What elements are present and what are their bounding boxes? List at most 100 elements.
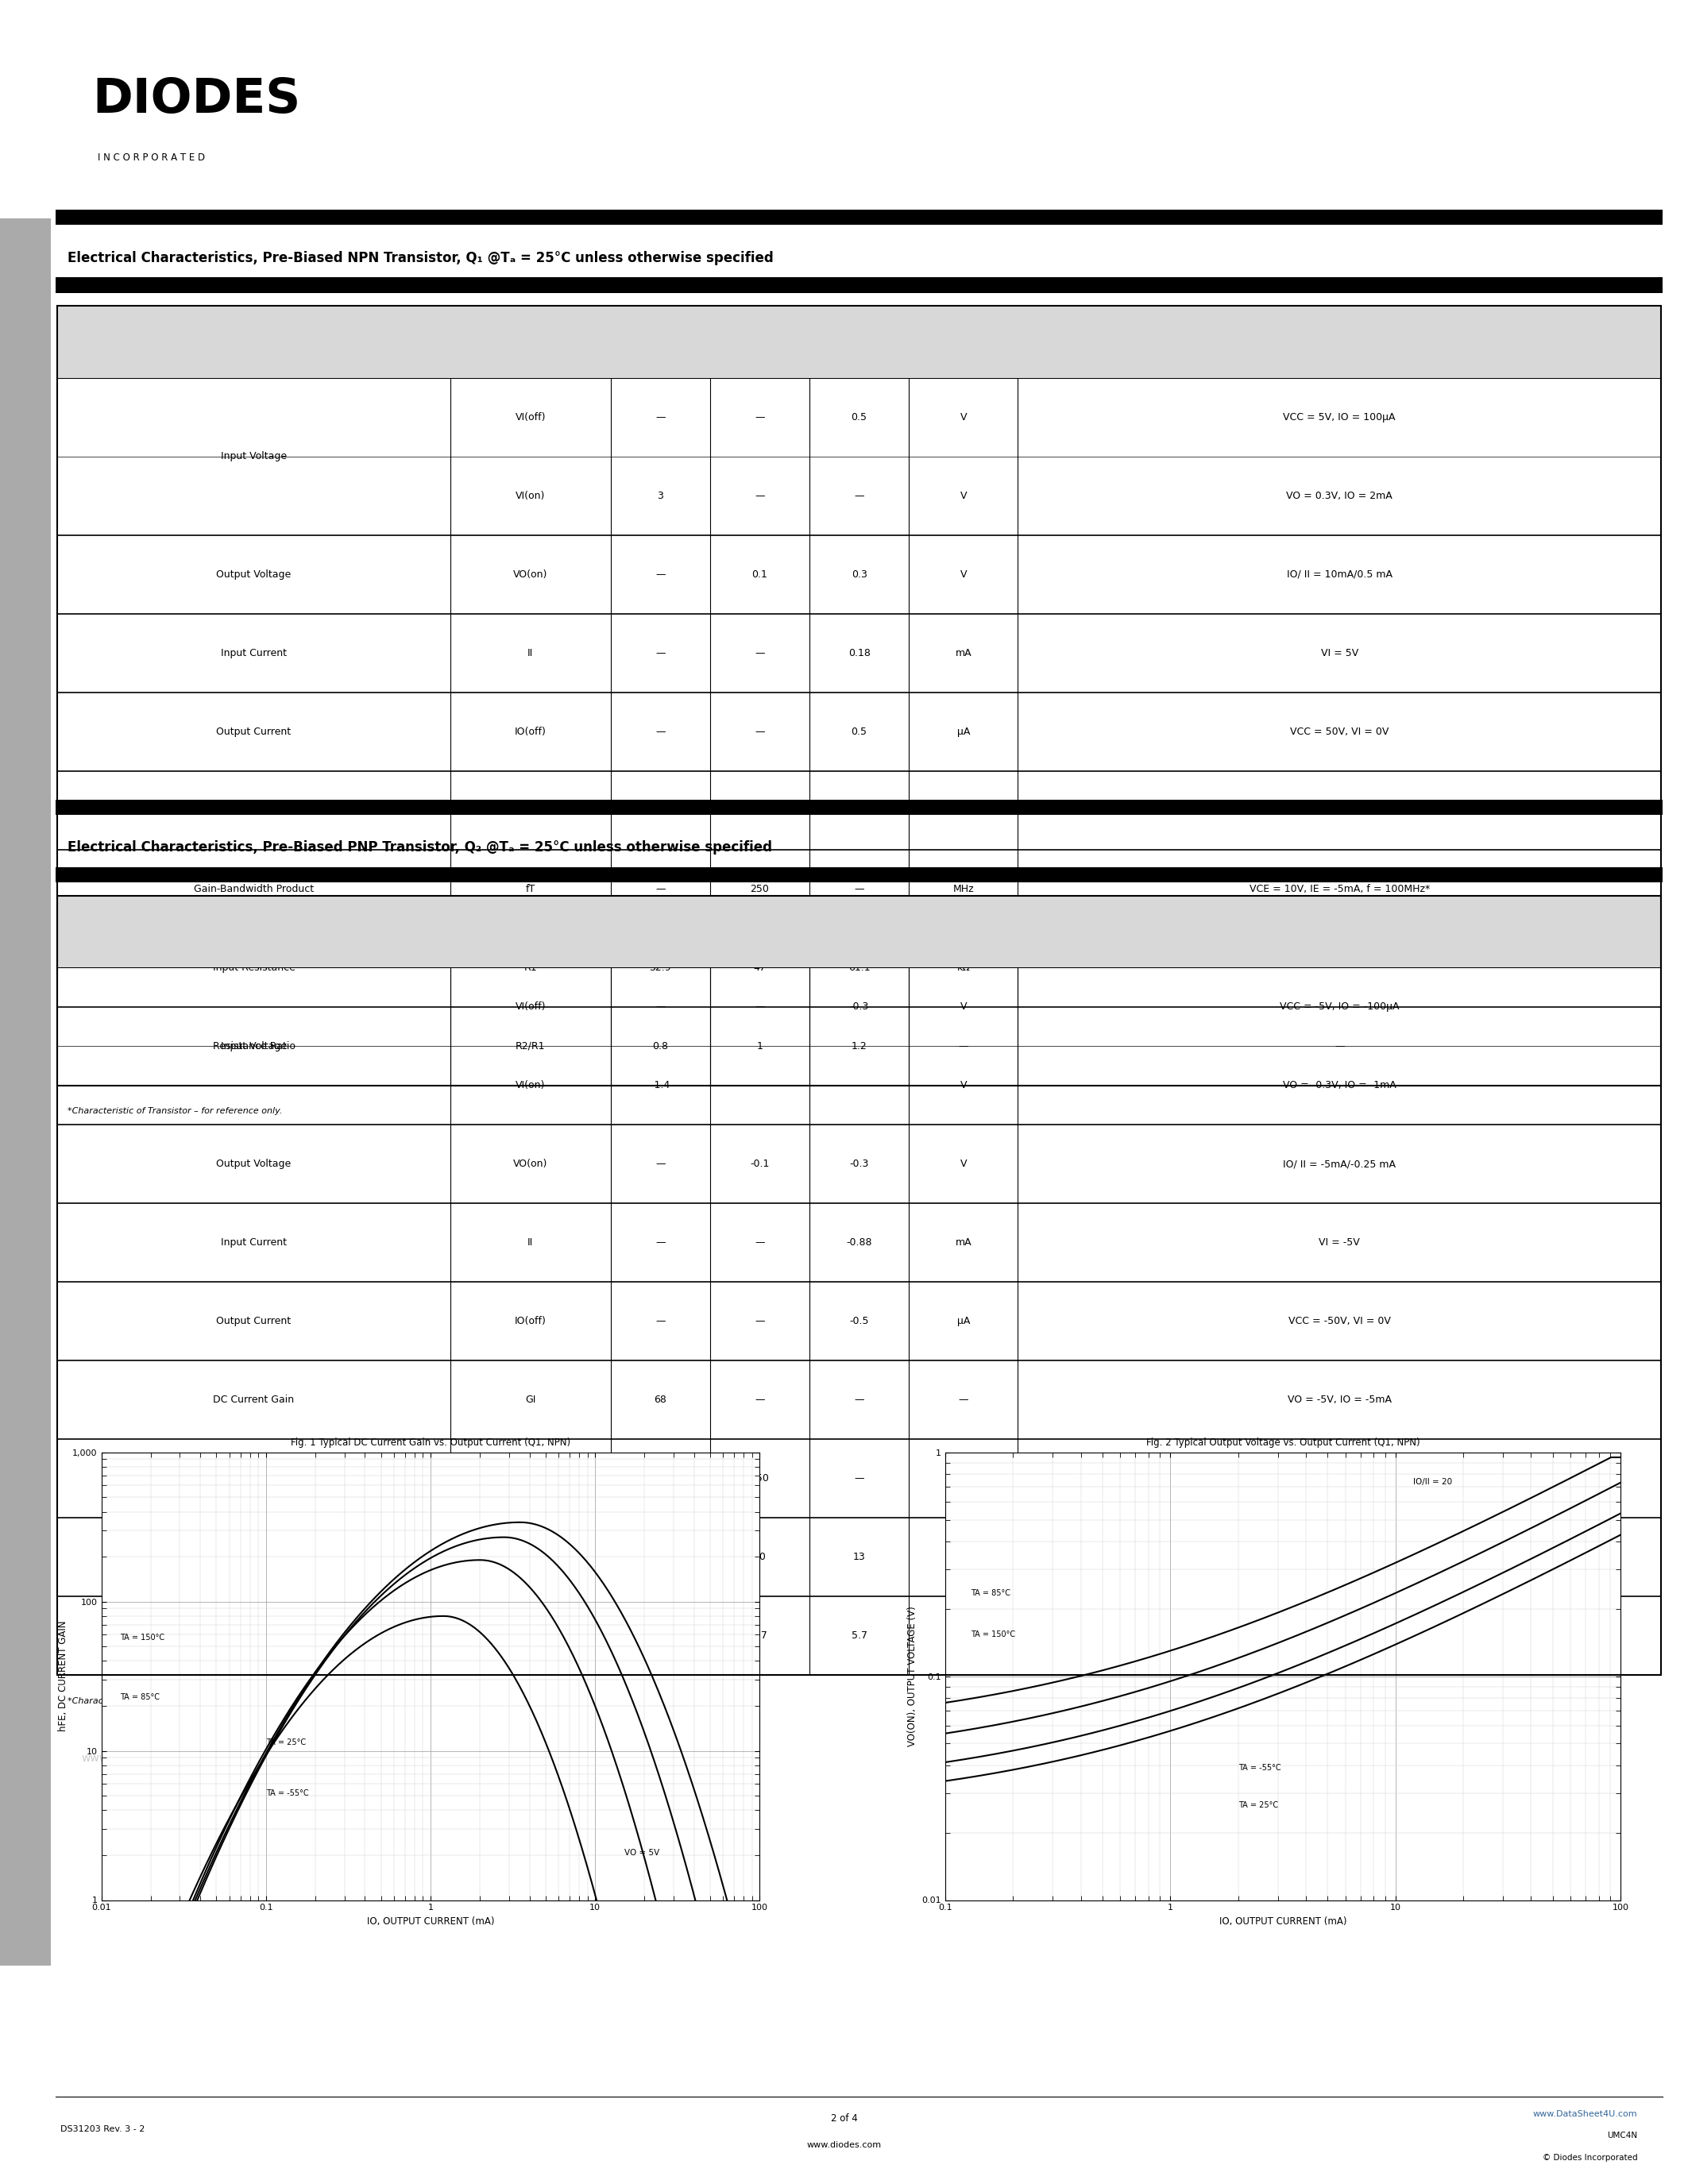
Title: Fig. 2 Typical Output Voltage vs. Output Current (Q1, NPN): Fig. 2 Typical Output Voltage vs. Output… (1146, 1437, 1420, 1448)
Text: 250: 250 (749, 1474, 770, 1483)
Text: Typ: Typ (749, 926, 770, 937)
Text: GI: GI (525, 1396, 535, 1404)
Text: —: — (755, 806, 765, 815)
Text: Gain-Bandwidth Product: Gain-Bandwidth Product (194, 885, 314, 893)
Text: —: — (755, 727, 765, 736)
Text: kΩ: kΩ (957, 963, 971, 972)
Text: VI(off): VI(off) (515, 413, 545, 422)
Text: R1: R1 (523, 1553, 537, 1562)
Text: Max: Max (847, 926, 871, 937)
Text: V: V (960, 1002, 967, 1011)
Text: VO(on): VO(on) (513, 1160, 547, 1168)
Text: 0.5: 0.5 (851, 413, 868, 422)
Text: —: — (755, 1081, 765, 1090)
Text: —: — (1335, 1553, 1344, 1562)
Text: 4.7: 4.7 (751, 1631, 768, 1640)
Text: VO = 5V, IO = 5mA: VO = 5V, IO = 5mA (1291, 806, 1388, 815)
Text: Symbol: Symbol (510, 336, 550, 347)
Text: VCC = -50V, VI = 0V: VCC = -50V, VI = 0V (1288, 1317, 1391, 1326)
Text: R2/R1: R2/R1 (515, 1042, 545, 1051)
Text: Unit: Unit (952, 336, 976, 347)
Text: 1.2: 1.2 (851, 1042, 868, 1051)
Text: TA = 25°C: TA = 25°C (267, 1738, 306, 1747)
Text: www.diodes.com: www.diodes.com (807, 2140, 881, 2149)
Text: TA = -55°C: TA = -55°C (1237, 1765, 1281, 1771)
Text: VCC = 5V, IO = 100μA: VCC = 5V, IO = 100μA (1283, 413, 1396, 422)
Text: —: — (655, 649, 665, 657)
Text: -0.5: -0.5 (849, 1317, 869, 1326)
Text: 13: 13 (852, 1553, 866, 1562)
Text: VI(on): VI(on) (515, 491, 545, 500)
Text: DC Current Gain: DC Current Gain (213, 1396, 294, 1404)
Text: www.DataSheet4U.com: www.DataSheet4U.com (81, 1752, 211, 1765)
Text: 47: 47 (753, 963, 766, 972)
Text: 0.5: 0.5 (851, 727, 868, 736)
Y-axis label: hFE, DC CURRENT GAIN: hFE, DC CURRENT GAIN (57, 1621, 68, 1732)
Text: —: — (1335, 1042, 1344, 1051)
Text: —: — (655, 1317, 665, 1326)
Text: R1: R1 (523, 963, 537, 972)
Text: DC Current Gain: DC Current Gain (213, 806, 294, 815)
Text: IO/ II = -5mA/-0.25 mA: IO/ II = -5mA/-0.25 mA (1283, 1160, 1396, 1168)
Text: fT: fT (525, 885, 535, 893)
Text: NEW PRODUCT: NEW PRODUCT (20, 1053, 30, 1131)
Text: —: — (959, 1396, 969, 1404)
Text: DIODES: DIODES (93, 76, 300, 122)
Text: kΩ: kΩ (957, 1553, 971, 1562)
Text: 0.8: 0.8 (652, 1042, 668, 1051)
Text: TA = 85°C: TA = 85°C (120, 1693, 160, 1701)
Text: GI: GI (525, 806, 535, 815)
Text: *Characteristic of Transistor – for reference only.: *Characteristic of Transistor – for refe… (68, 1107, 282, 1116)
Text: —: — (755, 413, 765, 422)
Text: TA = -55°C: TA = -55°C (267, 1789, 309, 1797)
Text: —: — (655, 413, 665, 422)
Text: -1.4: -1.4 (650, 1081, 670, 1090)
Text: VO = 5V: VO = 5V (625, 1850, 658, 1856)
Text: —: — (655, 727, 665, 736)
Text: 7: 7 (657, 1553, 663, 1562)
Text: Input Voltage: Input Voltage (221, 1042, 287, 1051)
Text: Typ: Typ (749, 336, 770, 347)
Text: V: V (960, 1160, 967, 1168)
Title: Fig. 1 Typical DC Current Gain vs. Output Current (Q1, NPN): Fig. 1 Typical DC Current Gain vs. Outpu… (290, 1437, 571, 1448)
Text: 0.3: 0.3 (851, 570, 868, 579)
Text: -0.1: -0.1 (749, 1160, 770, 1168)
Text: 32.9: 32.9 (650, 963, 672, 972)
Text: Test Condition: Test Condition (1300, 336, 1379, 347)
Text: -0.3: -0.3 (849, 1002, 869, 1011)
Text: —: — (959, 806, 969, 815)
Text: VI(on): VI(on) (515, 1081, 545, 1090)
Text: VCE = -10V, IE = 5mA, f = 100MHz*: VCE = -10V, IE = 5mA, f = 100MHz* (1249, 1474, 1430, 1483)
Text: —: — (854, 1081, 864, 1090)
Text: —: — (854, 806, 864, 815)
Text: VO = -0.3V, IO = -1mA: VO = -0.3V, IO = -1mA (1283, 1081, 1396, 1090)
Text: VI = 5V: VI = 5V (1320, 649, 1359, 657)
Text: 5.7: 5.7 (851, 1631, 868, 1640)
Text: Output Voltage: Output Voltage (216, 570, 292, 579)
Text: V: V (960, 491, 967, 500)
Text: Characteristic: Characteristic (214, 926, 292, 937)
Text: UMC4N: UMC4N (1607, 2132, 1637, 2140)
Text: Input Current: Input Current (221, 649, 287, 657)
Text: Input Resistance: Input Resistance (213, 963, 295, 972)
Text: IO/II = 20: IO/II = 20 (1413, 1479, 1452, 1485)
Text: mA: mA (955, 649, 972, 657)
Text: 2 of 4: 2 of 4 (830, 2114, 858, 2123)
Text: II: II (528, 1238, 533, 1247)
Text: 68: 68 (653, 806, 667, 815)
Text: Output Current: Output Current (216, 727, 292, 736)
X-axis label: IO, OUTPUT CURRENT (mA): IO, OUTPUT CURRENT (mA) (366, 1915, 495, 1926)
Text: Input Current: Input Current (221, 1238, 287, 1247)
Text: —: — (655, 1474, 665, 1483)
Text: Input Voltage: Input Voltage (221, 452, 287, 461)
Text: Resistance Ratio: Resistance Ratio (213, 1042, 295, 1051)
Text: 0.18: 0.18 (847, 649, 871, 657)
Text: —: — (655, 570, 665, 579)
Text: VCC = 50V, VI = 0V: VCC = 50V, VI = 0V (1290, 727, 1389, 736)
Text: IO(off): IO(off) (515, 727, 547, 736)
Text: —: — (854, 491, 864, 500)
Text: —: — (755, 649, 765, 657)
Text: —: — (755, 1396, 765, 1404)
Text: IO/ II = 10mA/0.5 mA: IO/ II = 10mA/0.5 mA (1286, 570, 1393, 579)
Text: —: — (755, 491, 765, 500)
